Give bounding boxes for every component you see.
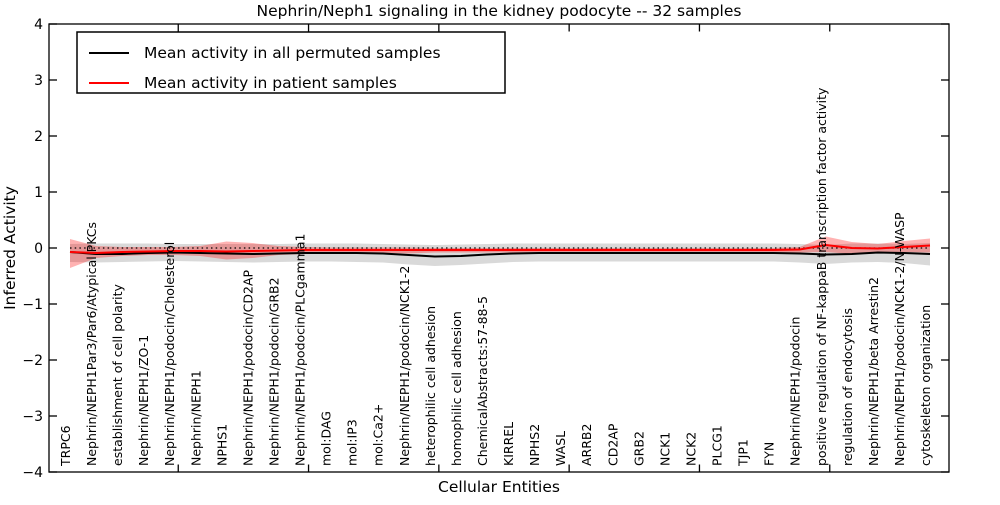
patient-mean-line (69, 243, 931, 254)
x-category-label: heterophilic cell adhesion (423, 306, 438, 466)
patient-confidence-band (70, 236, 930, 268)
legend: Mean activity in all permuted samples Me… (76, 31, 506, 94)
x-category-label: mol:IP3 (345, 419, 360, 466)
y-axis-label: Inferred Activity (1, 186, 19, 310)
x-category-label: PLCG1 (710, 425, 725, 466)
x-category-label: positive regulation of NF-kappaB transcr… (814, 87, 829, 466)
permuted-mean-line (69, 250, 931, 258)
y-tick-label: 3 (34, 73, 43, 89)
y-tick-label: −3 (22, 409, 43, 425)
x-category-label: TRPC6 (58, 425, 73, 467)
legend-border (76, 31, 506, 94)
series-lines-layer (69, 243, 931, 258)
x-category-label: NCK2 (683, 432, 698, 466)
y-tick-label: −4 (22, 465, 43, 481)
x-category-label: WASL (553, 431, 568, 466)
legend-label-patient: Mean activity in patient samples (144, 74, 397, 92)
y-tick-label: 2 (34, 129, 43, 145)
x-axis-label: Cellular Entities (438, 478, 560, 496)
chart-title: Nephrin/Neph1 signaling in the kidney po… (257, 2, 742, 20)
x-category-label: regulation of endocytosis (840, 308, 855, 466)
axes-layer: 4 3 2 1 0 −1 −2 −3 −4 (22, 17, 950, 481)
y-tick-label: 1 (34, 185, 43, 201)
x-category-label: homophilic cell adhesion (449, 311, 464, 466)
x-category-label: Nephrin/NEPH1/podocin/PLCgamma1 (293, 234, 308, 466)
x-category-label: Nephrin/NEPH1 (188, 370, 203, 466)
x-category-label: establishment of cell polarity (110, 284, 125, 466)
x-category-label: Nephrin/NEPH1/podocin/NCK1-2/N-WASP (892, 212, 907, 466)
x-category-label: mol:Ca2+ (371, 404, 386, 466)
x-category-label: ARRB2 (579, 424, 594, 466)
x-category-label: Nephrin/NEPH1/podocin/CD2AP (240, 270, 255, 466)
x-category-label: mol:DAG (319, 411, 334, 466)
x-category-label: Nephrin/NEPH1/podocin/GRB2 (266, 277, 281, 466)
x-category-label: NPHS2 (527, 424, 542, 466)
x-category-label: Nephrin/NEPH1Par3/Par6/Atypical PKCs (84, 222, 99, 466)
x-category-label: cytoskeleton organization (918, 305, 933, 466)
x-category-label: CD2AP (605, 423, 620, 466)
x-category-labels-layer: TRPC6 Nephrin/NEPH1Par3/Par6/Atypical PKC… (58, 87, 933, 467)
y-tick-label: 4 (34, 17, 43, 33)
legend-label-permuted: Mean activity in all permuted samples (144, 44, 441, 62)
y-tick-label: −2 (22, 353, 43, 369)
y-tick-label: −1 (22, 297, 43, 313)
x-category-label: NCK1 (657, 432, 672, 466)
x-category-label: NPHS1 (214, 424, 229, 466)
x-category-label: TJP1 (736, 439, 751, 467)
x-category-label: ChemicalAbstracts:57-88-5 (475, 296, 490, 466)
x-category-label: Nephrin/NEPH1/podocin (788, 317, 803, 466)
x-category-label: GRB2 (631, 431, 646, 466)
x-category-label: Nephrin/NEPH1/podocin/NCK1-2 (397, 266, 412, 466)
y-tick-label: 0 (34, 241, 43, 257)
x-category-label: FYN (762, 442, 777, 466)
x-category-label: Nephrin/NEPH1/ZO-1 (136, 335, 151, 466)
x-category-label: Nephrin/NEPH1/beta Arrestin2 (866, 277, 881, 466)
x-category-label: KIRREL (501, 422, 516, 466)
x-category-label: Nephrin/NEPH1/podocin/Cholesterol (162, 242, 177, 466)
